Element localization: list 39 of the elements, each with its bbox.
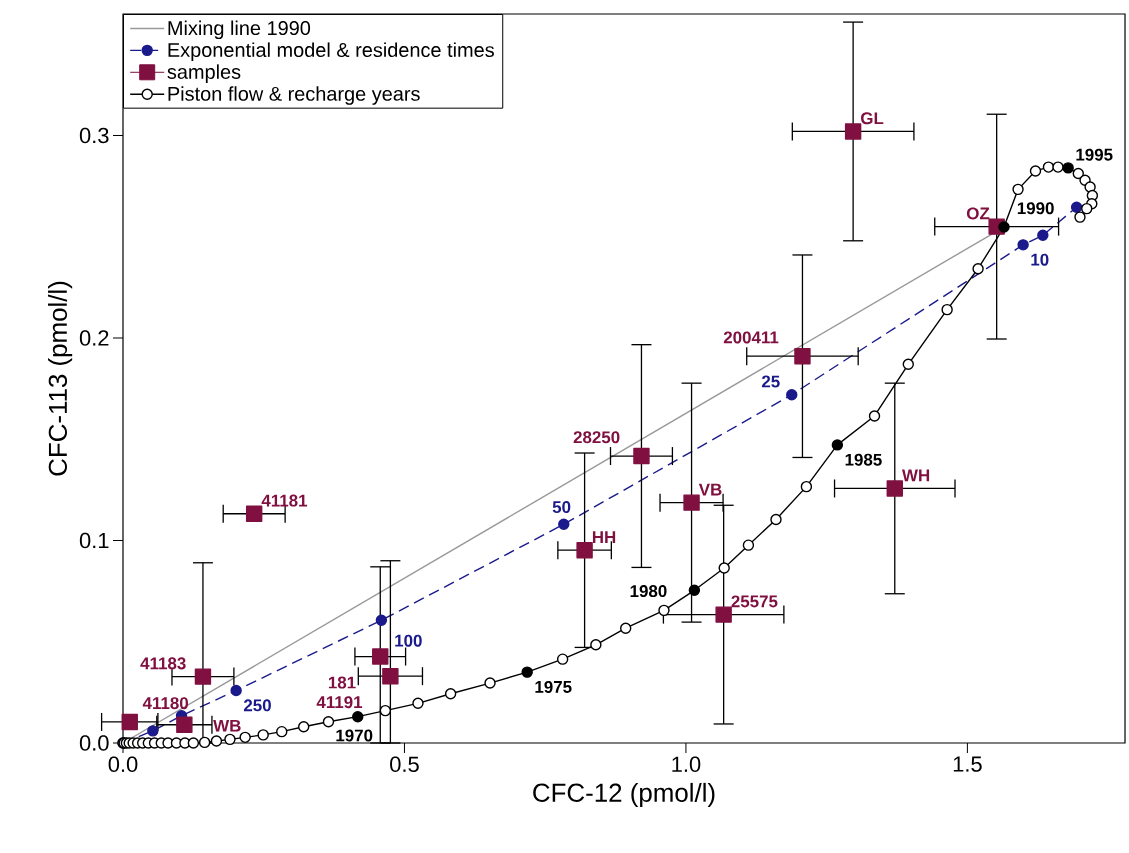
annotation: 50 (552, 501, 571, 514)
annotation: 100 (395, 634, 422, 647)
y-tick-label: 0.2 (79, 330, 109, 346)
x-tick-label: 1.5 (953, 756, 982, 772)
annotation: 41181 (261, 494, 308, 507)
legend-label: Piston flow & recharge years (168, 86, 420, 105)
legend-label: Exponential model & residence times (168, 42, 494, 61)
annotation: 41180 (142, 697, 189, 710)
y-tick-label: 0.1 (79, 532, 109, 549)
annotation: 41183 (140, 657, 186, 670)
y-tick-label: 0.3 (79, 127, 109, 144)
annotation: 1995 (1076, 148, 1113, 161)
legend-label: samples (167, 64, 241, 83)
annotation: 1980 (630, 585, 667, 598)
annotation: 250 (243, 699, 271, 712)
annotation: HH (592, 531, 616, 544)
annotation: 25575 (731, 595, 778, 608)
annotation: 1985 (845, 453, 882, 466)
annotation: 1990 (1017, 202, 1054, 215)
annotation: 25 (761, 375, 780, 388)
annotation: WH (901, 469, 930, 482)
annotation: OZ (966, 207, 990, 220)
annotation: WB (213, 719, 241, 732)
y-tick-label: 0.0 (79, 735, 109, 751)
annotation: 1970 (336, 729, 373, 742)
annotation: 28250 (573, 431, 620, 444)
annotation: 1975 (535, 680, 572, 693)
annotation: 10 (1031, 253, 1049, 266)
annotation: 200411 (723, 331, 779, 344)
annotation: VB (698, 483, 722, 496)
x-tick-label: 0.0 (108, 756, 138, 773)
annotation: GL (861, 112, 884, 125)
x-axis-title: CFC-12 (pmol/l) (533, 782, 715, 808)
y-axis-title: CFC-113 (pmol/l) (48, 281, 73, 476)
legend-label: Mixing line 1990 (168, 20, 311, 40)
x-tick-label: 1.0 (672, 756, 701, 773)
x-tick-label: 0.5 (390, 756, 419, 773)
annotation: 41191 (316, 696, 363, 709)
annotation: 181 (328, 676, 356, 689)
